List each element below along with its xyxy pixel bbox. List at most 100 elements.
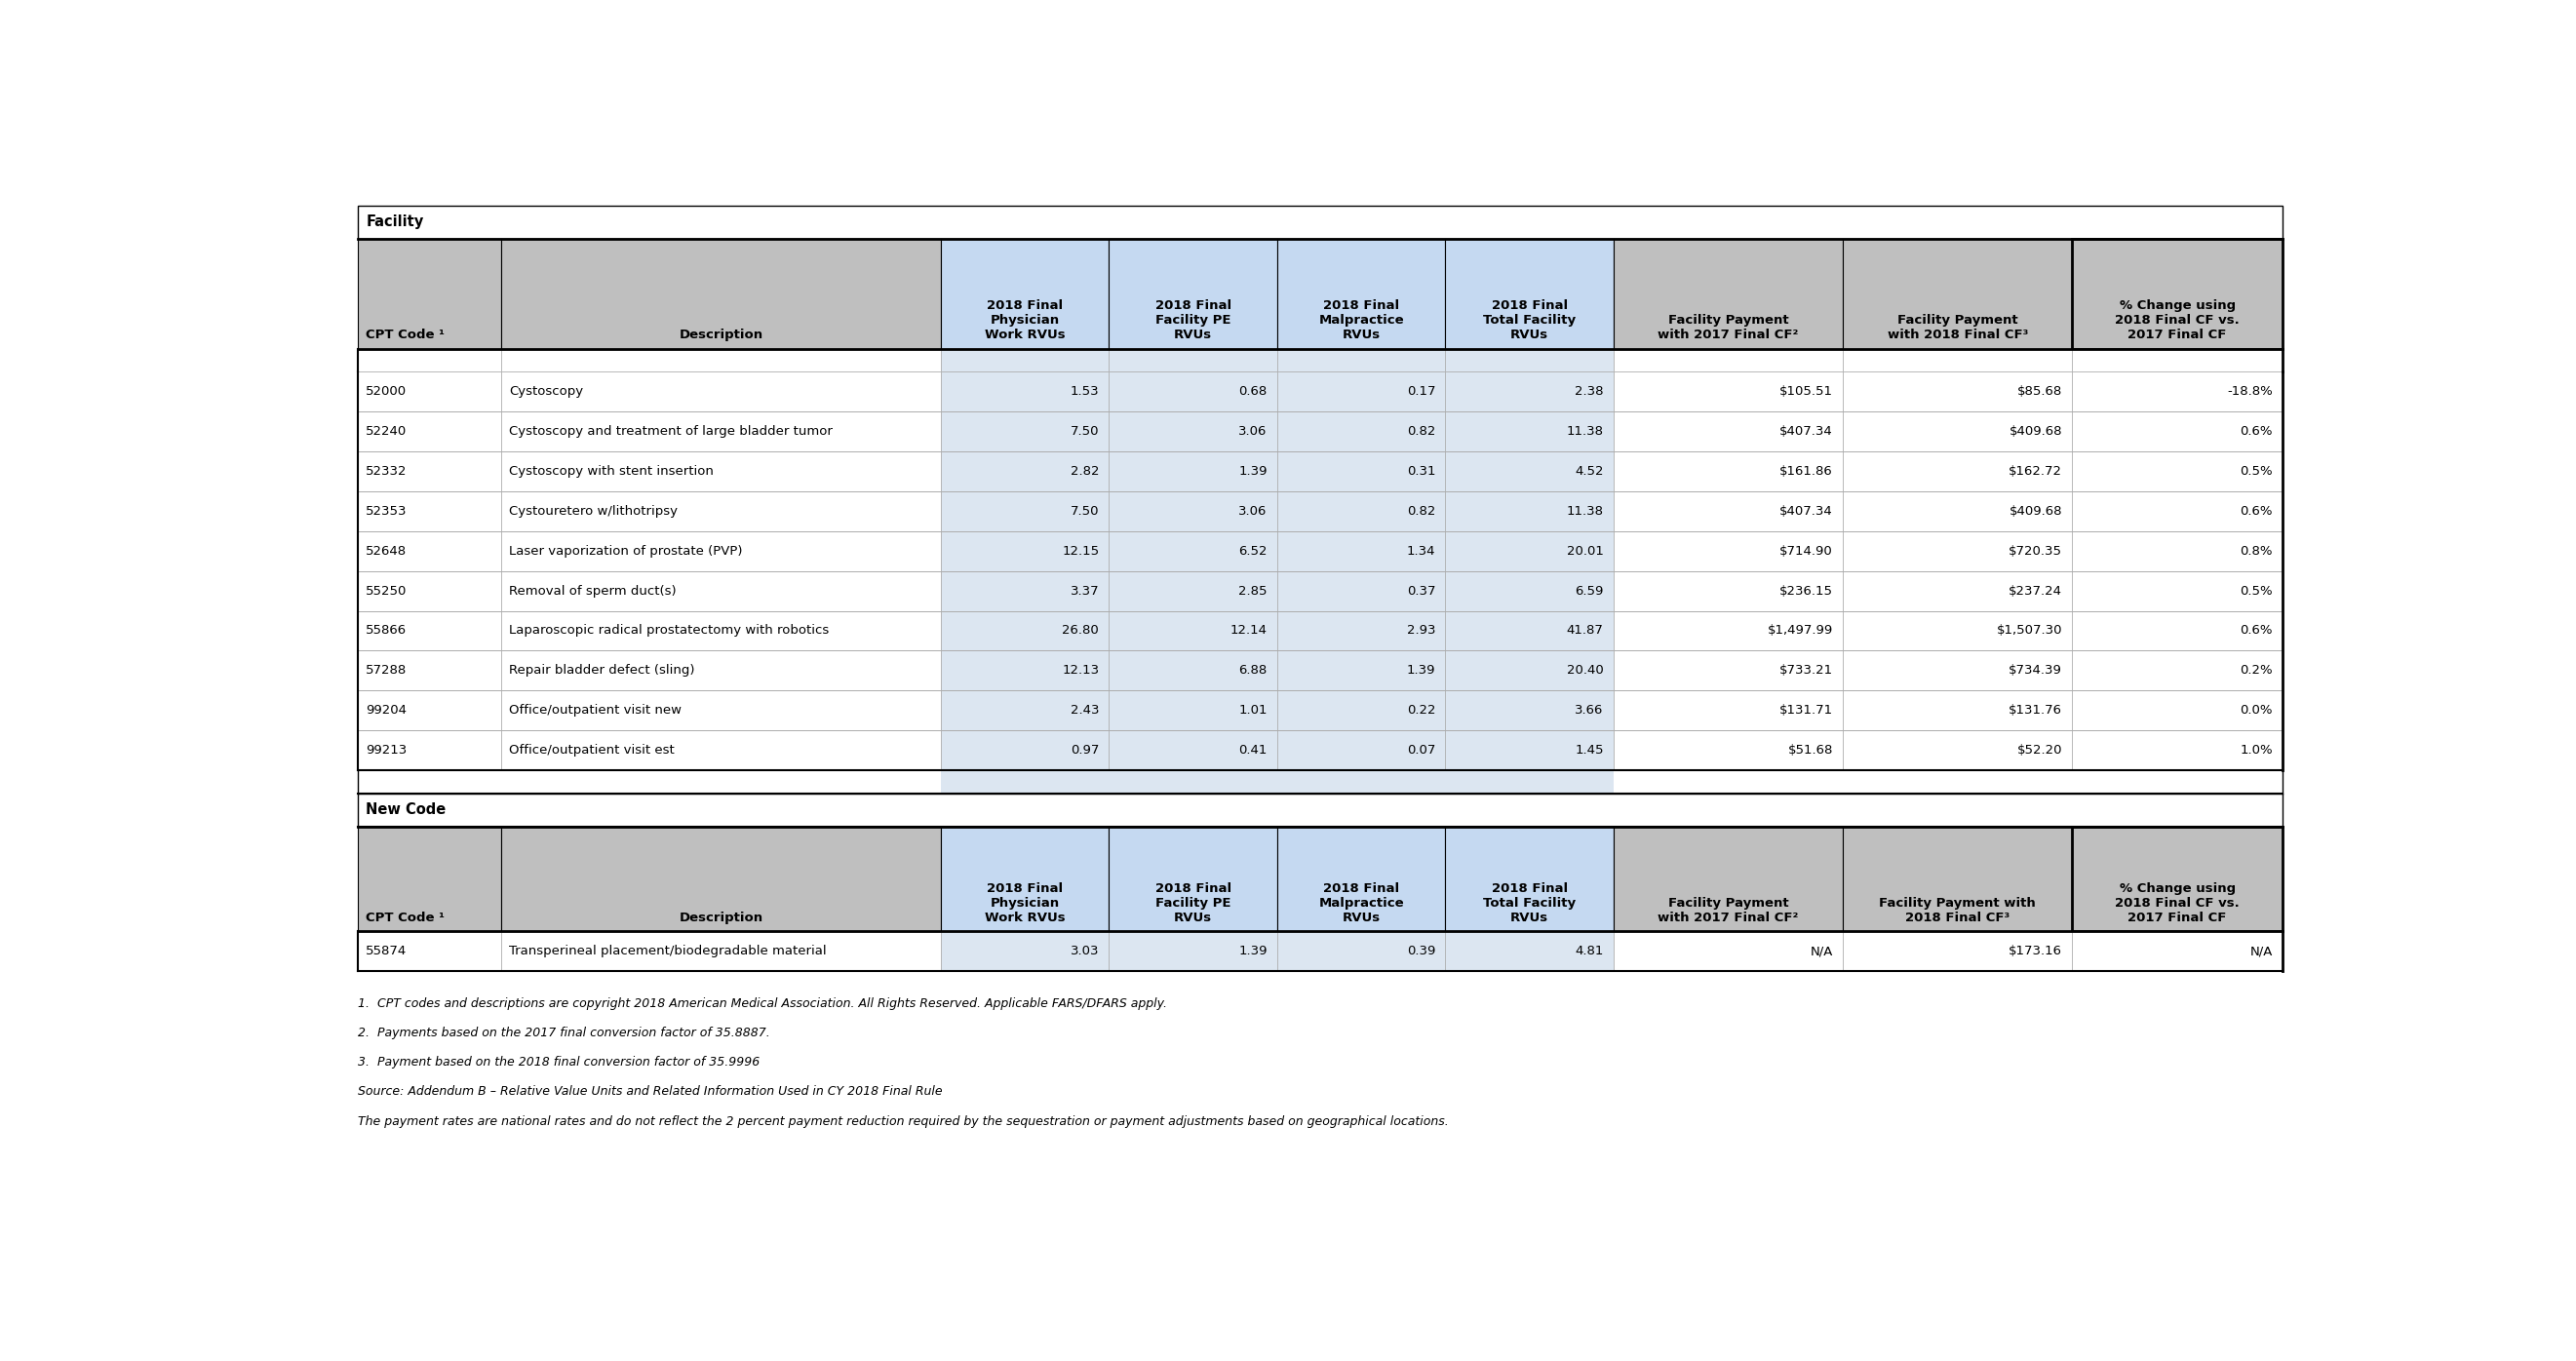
Text: 3.37: 3.37 [1069,585,1100,597]
Bar [1445,452,1613,491]
Text: 2018 Final
Facility PE
RVUs: 2018 Final Facility PE RVUs [1154,882,1231,924]
Text: 0.39: 0.39 [1406,945,1435,958]
Text: Cystouretero w/lithotripsy: Cystouretero w/lithotripsy [510,505,677,517]
Bar [358,411,502,452]
Bar [502,931,940,972]
Text: 0.5%: 0.5% [2239,465,2272,478]
Bar [1110,411,1278,452]
Text: 1.39: 1.39 [1239,945,1267,958]
Text: 1.53: 1.53 [1069,385,1100,399]
Bar [1278,411,1445,452]
Bar [1613,731,1842,770]
Bar [358,731,502,770]
Text: 2.85: 2.85 [1239,585,1267,597]
Text: 52000: 52000 [366,385,407,399]
Bar [1842,411,2071,452]
Text: $85.68: $85.68 [2017,385,2063,399]
Bar [1445,651,1613,690]
Text: 12.13: 12.13 [1061,664,1100,676]
Bar [2071,826,2282,931]
Text: 0.6%: 0.6% [2239,625,2272,637]
Text: Office/outpatient visit new: Office/outpatient visit new [510,704,683,717]
Bar [1613,491,1842,531]
Bar [1842,238,2071,348]
Text: 0.6%: 0.6% [2239,505,2272,517]
Text: Removal of sperm duct(s): Removal of sperm duct(s) [510,585,677,597]
Bar [502,611,940,651]
Text: 1.01: 1.01 [1239,704,1267,717]
Bar [1110,531,1278,572]
Bar [1110,826,1278,931]
Text: $409.68: $409.68 [2009,425,2063,438]
Bar [502,572,940,611]
Text: 1.34: 1.34 [1406,544,1435,558]
Bar [940,690,1110,731]
Bar [358,206,2282,238]
Bar [1445,931,1613,972]
Text: $162.72: $162.72 [2009,465,2063,478]
Bar [2071,531,2282,572]
Bar [1278,651,1445,690]
Text: 1.0%: 1.0% [2239,744,2272,757]
Bar [1445,411,1613,452]
Text: 2.38: 2.38 [1574,385,1605,399]
Bar [1445,238,1613,348]
Text: Transperineal placement/biodegradable material: Transperineal placement/biodegradable ma… [510,945,827,958]
Bar [940,531,1110,572]
Bar [1613,651,1842,690]
Text: 52353: 52353 [366,505,407,517]
Text: $407.34: $407.34 [1780,505,1834,517]
Text: Office/outpatient visit est: Office/outpatient visit est [510,744,675,757]
Bar [1110,238,1278,348]
Bar [358,793,2282,826]
Bar [1445,770,1613,793]
Text: 0.68: 0.68 [1239,385,1267,399]
Text: 1.39: 1.39 [1406,664,1435,676]
Text: 41.87: 41.87 [1566,625,1605,637]
Text: $105.51: $105.51 [1780,385,1834,399]
Text: -18.8%: -18.8% [2226,385,2272,399]
Bar [1613,770,1842,793]
Text: 55250: 55250 [366,585,407,597]
Bar [502,411,940,452]
Text: 52240: 52240 [366,425,407,438]
Bar [1613,690,1842,731]
Bar [1445,611,1613,651]
Text: 55874: 55874 [366,945,407,958]
Bar [2071,348,2282,372]
Text: Cystoscopy with stent insertion: Cystoscopy with stent insertion [510,465,714,478]
Text: N/A: N/A [1811,945,1834,958]
Text: 2018 Final
Malpractice
RVUs: 2018 Final Malpractice RVUs [1319,882,1404,924]
Text: 1.39: 1.39 [1239,465,1267,478]
Bar [1842,931,2071,972]
Bar [2071,572,2282,611]
Text: Laparoscopic radical prostatectomy with robotics: Laparoscopic radical prostatectomy with … [510,625,829,637]
Text: $131.71: $131.71 [1780,704,1834,717]
Bar [358,770,502,793]
Text: 20.40: 20.40 [1566,664,1605,676]
Bar [502,731,940,770]
Text: $237.24: $237.24 [2009,585,2063,597]
Text: Facility Payment
with 2017 Final CF²: Facility Payment with 2017 Final CF² [1659,897,1798,924]
Text: $409.68: $409.68 [2009,505,2063,517]
Text: 2018 Final
Physician
Work RVUs: 2018 Final Physician Work RVUs [984,299,1066,342]
Bar [1842,826,2071,931]
Text: $407.34: $407.34 [1780,425,1834,438]
Bar [2071,452,2282,491]
Bar [1842,452,2071,491]
Text: 2018 Final
Total Facility
RVUs: 2018 Final Total Facility RVUs [1484,882,1577,924]
Bar [502,491,940,531]
Bar [1278,770,1445,793]
Text: 3.06: 3.06 [1239,505,1267,517]
Bar [1278,611,1445,651]
Bar [358,372,502,411]
Text: 0.0%: 0.0% [2239,704,2272,717]
Bar [1842,531,2071,572]
Bar [1842,651,2071,690]
Text: 12.15: 12.15 [1061,544,1100,558]
Text: 0.6%: 0.6% [2239,425,2272,438]
Text: 1.  CPT codes and descriptions are copyright 2018 American Medical Association. : 1. CPT codes and descriptions are copyri… [358,998,1167,1010]
Bar [940,238,1110,348]
Bar [1278,931,1445,972]
Text: Facility Payment
with 2018 Final CF³: Facility Payment with 2018 Final CF³ [1888,314,2027,342]
